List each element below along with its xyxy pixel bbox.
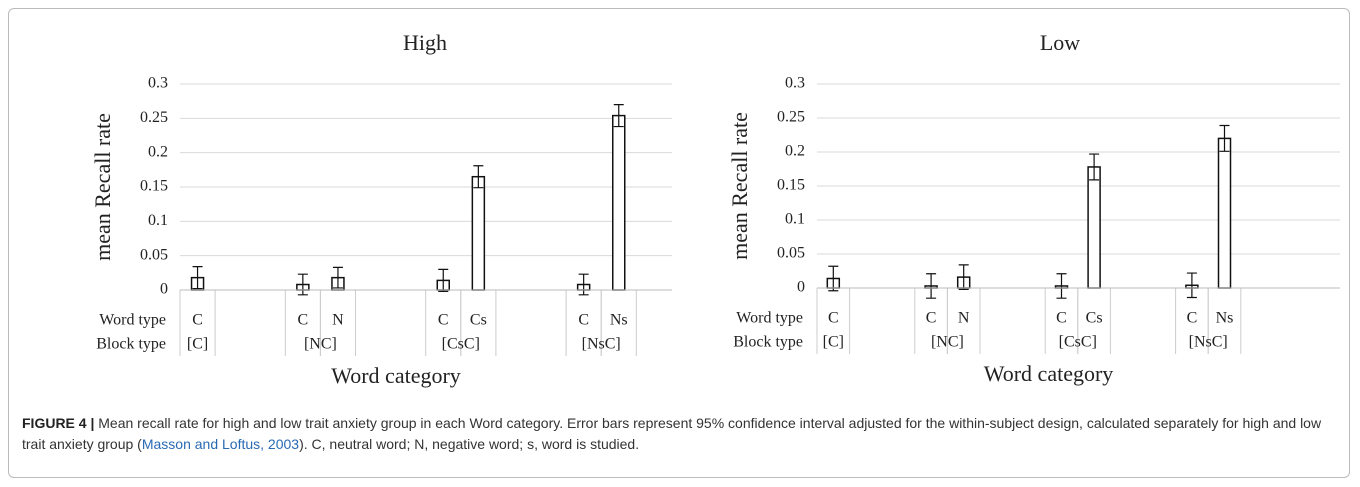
error-bar (1186, 272, 1197, 299)
group-label: [NsC] (1189, 334, 1228, 351)
bar (1087, 166, 1101, 289)
y-tick-label: 0 (797, 279, 805, 296)
group-label: [C] (823, 334, 844, 351)
caption: FIGURE 4 | Mean recall rate for high and… (22, 413, 1342, 455)
y-tick-label: 0.25 (140, 109, 168, 126)
x-tick-label: C (1187, 310, 1198, 327)
error-bar (958, 264, 969, 290)
y-tick-label: 0.2 (785, 143, 805, 160)
group-label: [NsC] (582, 336, 621, 353)
y-tick-label: 0.1 (785, 211, 805, 228)
y-tick-label: 0.25 (777, 109, 805, 126)
group-label: [CsC] (1059, 334, 1097, 351)
group-label: [C] (187, 336, 208, 353)
chart-title: Low (1040, 30, 1080, 55)
x-tick-label: C (926, 310, 937, 327)
y-tick-label: 0.2 (148, 143, 168, 160)
y-tick-label: 0.05 (140, 246, 168, 263)
x-tick-label: C (192, 312, 203, 329)
error-bar (1219, 124, 1230, 152)
row-label: Word type (99, 312, 166, 329)
x-tick-label: Ns (610, 312, 628, 329)
figure-frame (8, 8, 1350, 478)
y-tick-label: 0.05 (777, 245, 805, 262)
y-tick-label: 0.1 (148, 212, 168, 229)
x-tick-label: C (828, 310, 839, 327)
row-label: Block type (733, 334, 803, 351)
bar (471, 175, 486, 291)
group-label: [NC] (931, 334, 964, 351)
error-bar (297, 273, 308, 296)
error-bar (473, 165, 484, 189)
error-bar (332, 266, 343, 289)
y-tick-label: 0.15 (140, 178, 168, 195)
x-tick-label: C (298, 312, 309, 329)
chart-title: High (403, 30, 447, 55)
row-label: Block type (96, 336, 166, 353)
citation[interactable]: Masson and Loftus, 2003 (141, 436, 300, 452)
caption-label: FIGURE 4 | (22, 415, 95, 431)
y-tick-label: 0 (160, 281, 168, 298)
x-axis-label: Word category (331, 363, 461, 388)
error-bar (1056, 273, 1067, 299)
x-tick-label: N (332, 312, 344, 329)
error-bar (192, 266, 203, 290)
y-axis-label: mean Recall rate (727, 112, 752, 260)
error-bar (578, 273, 589, 296)
x-tick-label: N (958, 310, 970, 327)
x-tick-label: Cs (1086, 310, 1103, 327)
caption-text: Mean recall rate for high and low trait … (22, 415, 1322, 452)
y-tick-label: 0.15 (777, 177, 805, 194)
y-axis-label: mean Recall rate (90, 113, 115, 261)
x-axis-label: Word category (984, 361, 1114, 386)
group-label: [NC] (304, 336, 337, 353)
x-tick-label: C (578, 312, 589, 329)
error-bar (613, 104, 624, 128)
x-tick-label: C (438, 312, 449, 329)
y-tick-label: 0.3 (148, 75, 168, 92)
x-tick-label: Cs (470, 312, 487, 329)
group-label: [CsC] (442, 336, 480, 353)
error-bar (438, 268, 449, 292)
bar (1217, 137, 1232, 289)
row-label: Word type (736, 310, 803, 327)
error-bar (828, 265, 839, 292)
bar (612, 114, 626, 291)
x-tick-label: C (1056, 310, 1067, 327)
chart: High mean Recall rate 0 0.05 0.1 0.15 0.2 0.25 0… (90, 30, 1340, 388)
caption-text: ). C, neutral word; N, negative word; s,… (299, 436, 640, 452)
error-bar (1089, 153, 1100, 181)
y-tick-label: 0.3 (785, 75, 805, 92)
error-bar (926, 273, 937, 299)
x-tick-label: Ns (1216, 310, 1234, 327)
